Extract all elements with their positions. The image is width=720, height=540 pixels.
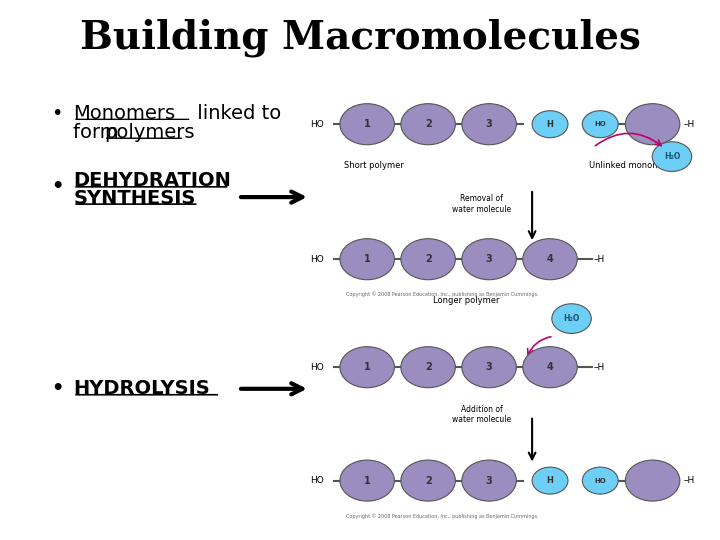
Circle shape (340, 239, 395, 280)
Circle shape (401, 347, 455, 388)
Text: Monomers: Monomers (73, 104, 175, 123)
Text: Addition of
water molecule: Addition of water molecule (452, 405, 511, 424)
Text: HYDROLYSIS: HYDROLYSIS (73, 379, 210, 399)
Text: form: form (73, 123, 125, 142)
Text: Building Macromolecules: Building Macromolecules (80, 18, 640, 57)
Text: 2: 2 (425, 119, 431, 129)
Circle shape (582, 111, 618, 138)
Circle shape (652, 141, 692, 172)
Circle shape (340, 460, 395, 501)
Text: polymers: polymers (104, 123, 194, 142)
Circle shape (523, 347, 577, 388)
Text: HO: HO (310, 476, 324, 485)
Text: Longer polymer: Longer polymer (433, 296, 499, 305)
Text: 1: 1 (364, 119, 371, 129)
Circle shape (626, 460, 680, 501)
Text: HO: HO (310, 363, 324, 372)
Text: –H: –H (594, 363, 605, 372)
Circle shape (582, 467, 618, 494)
Text: 3: 3 (486, 362, 492, 372)
Circle shape (340, 347, 395, 388)
Circle shape (532, 111, 568, 138)
Text: •: • (52, 177, 71, 196)
Text: –H: –H (683, 476, 695, 485)
Text: H₂O: H₂O (563, 314, 580, 323)
Circle shape (340, 104, 395, 145)
Text: 2: 2 (425, 476, 431, 485)
Text: Copyright © 2008 Pearson Education, Inc., publishing as Benjamin Cummings.: Copyright © 2008 Pearson Education, Inc.… (346, 513, 539, 518)
Circle shape (401, 104, 455, 145)
Text: DEHYDRATION: DEHYDRATION (73, 171, 231, 191)
Text: 3: 3 (486, 254, 492, 264)
Text: linked to: linked to (192, 104, 282, 123)
Text: 1: 1 (364, 362, 371, 372)
Circle shape (532, 467, 568, 494)
Text: Short polymer: Short polymer (344, 161, 405, 170)
Text: –H: –H (594, 255, 605, 264)
Circle shape (552, 303, 591, 333)
Text: –H: –H (683, 120, 695, 129)
Text: HO: HO (595, 121, 606, 127)
Text: 1: 1 (364, 254, 371, 264)
Circle shape (462, 347, 516, 388)
Text: Unlinked monomer: Unlinked monomer (589, 161, 669, 170)
Text: HO: HO (310, 120, 324, 129)
Text: 4: 4 (546, 362, 554, 372)
Circle shape (523, 239, 577, 280)
Text: 4: 4 (546, 254, 554, 264)
Text: H: H (546, 120, 554, 129)
Circle shape (462, 460, 516, 501)
Text: 2: 2 (425, 254, 431, 264)
Text: Removal of
water molecule: Removal of water molecule (452, 194, 511, 214)
Text: H: H (546, 476, 554, 485)
Text: 3: 3 (486, 476, 492, 485)
Circle shape (401, 460, 455, 501)
Text: •: • (52, 104, 69, 123)
Circle shape (462, 104, 516, 145)
Text: SYNTHESIS: SYNTHESIS (73, 188, 196, 208)
Circle shape (401, 239, 455, 280)
Circle shape (626, 104, 680, 145)
Text: 3: 3 (486, 119, 492, 129)
Text: Copyright © 2008 Pearson Education, Inc., publishing as Benjamin Cummings.: Copyright © 2008 Pearson Education, Inc.… (346, 292, 539, 297)
Text: H₂O: H₂O (664, 152, 680, 161)
Text: HO: HO (595, 477, 606, 484)
Circle shape (462, 239, 516, 280)
Text: 2: 2 (425, 362, 431, 372)
Text: HO: HO (310, 255, 324, 264)
Text: 1: 1 (364, 476, 371, 485)
Text: •: • (52, 379, 71, 399)
